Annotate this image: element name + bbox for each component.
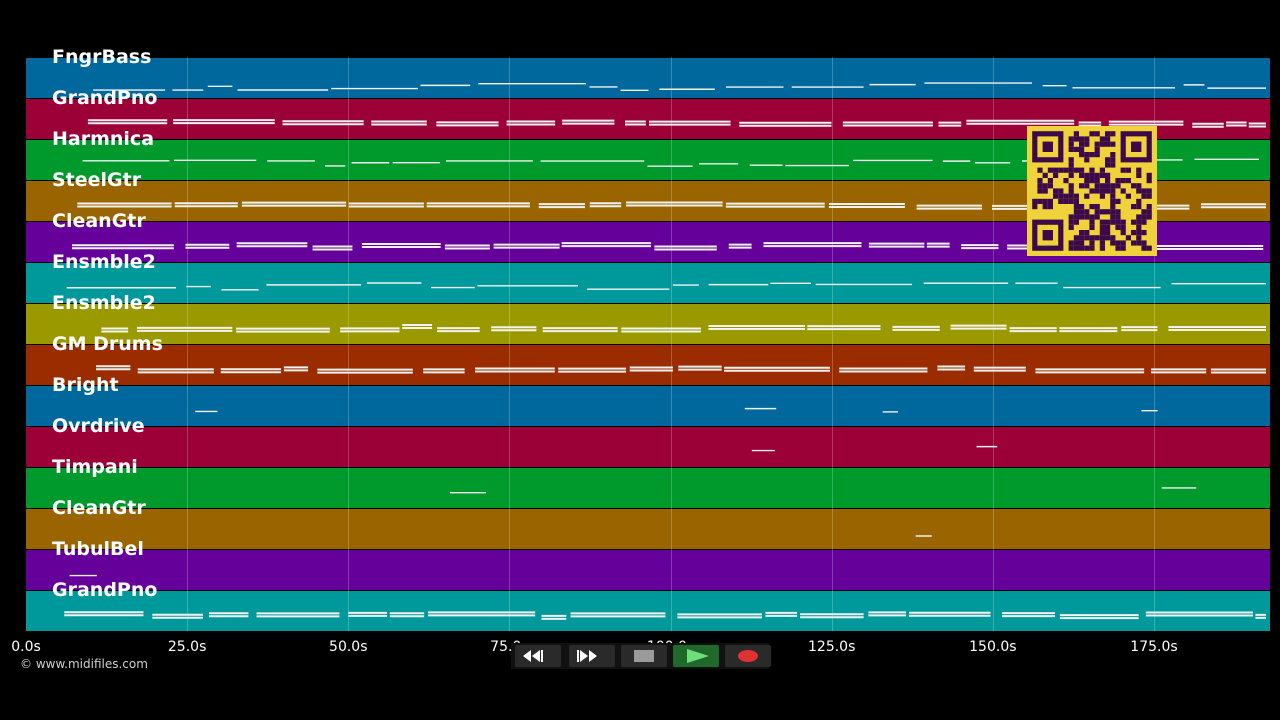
track-label: Ensmble2 [52,251,156,273]
tick-label: 25.0s [167,639,207,655]
record-button[interactable] [725,645,771,667]
track-lane [26,303,1270,344]
track-label: Bright [52,374,119,396]
play-button[interactable] [673,645,719,667]
fast-forward-icon [577,650,597,662]
track-lane [26,549,1270,590]
track-lane [26,508,1270,549]
transport-controls [511,643,771,669]
track-lane [26,385,1270,426]
track-lane [26,426,1270,467]
track-label: CleanGtr [52,210,146,232]
stop-button[interactable] [621,645,667,667]
gridline [509,57,511,631]
copyright-text: © www.midifiles.com [20,657,148,671]
track-label: CleanGtr [52,497,146,519]
qr-code-icon [1027,126,1157,256]
gridline [831,57,833,631]
track-label: GrandPno [52,87,158,109]
stop-icon [634,650,654,662]
tick-label: 125.0s [808,639,856,655]
tick-label: 0.0s [11,639,41,655]
tick-label: 175.0s [1130,639,1178,655]
track-label: GrandPno [52,579,158,601]
track-label: SteelGtr [52,169,142,191]
track-label: Timpani [52,456,138,478]
fast-forward-button[interactable] [569,645,615,667]
track-label: Harmnica [52,128,155,150]
gridline [1153,57,1155,631]
note-layer [64,82,1266,620]
gridline [670,57,672,631]
track-lane [26,344,1270,385]
tick-label: 50.0s [329,639,368,655]
gridline [348,57,350,631]
rewind-icon [523,650,543,662]
track-label: Ovrdrive [52,415,145,437]
track-label: Ensmble2 [52,292,156,314]
track-label: GM Drums [52,333,163,355]
track-lane [26,262,1270,303]
record-icon [738,650,758,662]
track-lane [26,467,1270,508]
gridline [992,57,994,631]
gridline [187,57,189,631]
play-icon [687,649,709,663]
rewind-button[interactable] [515,645,561,667]
track-label: TubulBel [52,538,144,560]
track-label: FngrBass [52,46,152,68]
track-lane [26,590,1270,631]
track-lane [26,57,1270,98]
tick-label: 150.0s [969,639,1017,655]
